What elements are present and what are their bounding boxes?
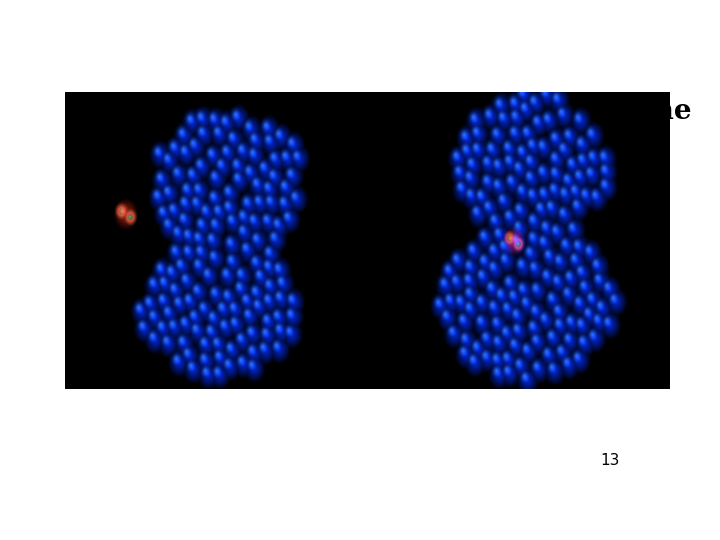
Text: 13: 13	[600, 453, 620, 468]
Text: The induced fit between an enzyme: The induced fit between an enzyme	[140, 98, 692, 125]
Bar	[140, 136, 609, 364]
Text: and its substrate: and its substrate	[140, 129, 403, 156]
